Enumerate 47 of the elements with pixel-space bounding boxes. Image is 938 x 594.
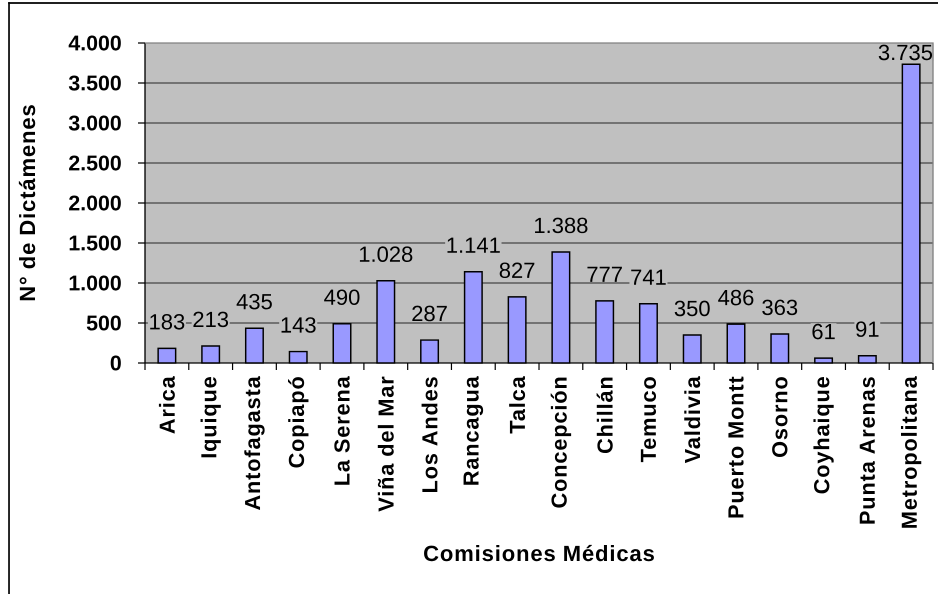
data-label: 486 xyxy=(718,290,754,306)
x-tick-label: Osorno xyxy=(772,377,788,457)
x-tick-label: Punta Arenas xyxy=(860,377,875,524)
data-label: 1.388 xyxy=(535,218,588,234)
x-tick-label: Valdivia xyxy=(684,376,700,464)
data-label: 827 xyxy=(500,262,534,278)
y-tick-label: 1.500 xyxy=(70,235,121,251)
x-tick-label: Talca xyxy=(509,376,526,434)
x-tick-label: Concepción xyxy=(550,378,572,508)
data-label: 490 xyxy=(324,289,360,306)
y-tick-label: 3.500 xyxy=(68,75,121,91)
data-label: 777 xyxy=(587,266,622,282)
y-tick-label: 2.500 xyxy=(69,155,121,171)
y-axis-title: N° de Dictámenes xyxy=(18,105,36,300)
data-label: 1.028 xyxy=(360,246,412,262)
data-label: 61 xyxy=(812,324,835,340)
data-label: 741 xyxy=(631,270,666,285)
x-tick-label: Puerto Montt xyxy=(728,376,744,518)
y-tick-label: 4.000 xyxy=(68,35,121,51)
x-tick-label: Arica xyxy=(158,376,175,434)
data-label: 350 xyxy=(674,300,710,316)
data-label: 91 xyxy=(856,321,878,337)
data-label: 183 xyxy=(150,314,184,330)
y-tick-label: 3.000 xyxy=(68,115,121,131)
x-tick-label: Viña del Mar xyxy=(378,376,394,512)
x-tick-label: Rancagua xyxy=(464,376,484,485)
x-tick-label: La Serena xyxy=(334,376,350,485)
y-tick-label: 1.000 xyxy=(70,275,121,291)
data-label: 1.141 xyxy=(447,238,500,253)
x-tick-label: Metropolitana xyxy=(900,376,922,528)
x-tick-label: Iquique xyxy=(200,377,221,458)
x-axis-title: Comisiones Médicas xyxy=(424,544,654,562)
x-tick-label: Antofagasta xyxy=(244,376,265,510)
x-tick-label: Coyhaique xyxy=(813,377,834,494)
data-label: 143 xyxy=(282,317,316,333)
y-tick-label: 500 xyxy=(86,315,121,331)
y-tick-label: 2.000 xyxy=(69,195,121,211)
y-tick-label: 0 xyxy=(110,355,121,371)
data-label: 435 xyxy=(236,294,272,310)
x-tick-label: Copiapó xyxy=(288,377,308,468)
data-label: 287 xyxy=(412,306,447,322)
data-label: 213 xyxy=(193,312,228,328)
x-tick-label: Temuco xyxy=(640,377,656,462)
x-tick-label: Los Andes xyxy=(422,377,438,492)
x-tick-label: Chillán xyxy=(596,378,613,454)
data-label: 3.735 xyxy=(878,44,932,60)
data-label: 363 xyxy=(762,300,798,316)
